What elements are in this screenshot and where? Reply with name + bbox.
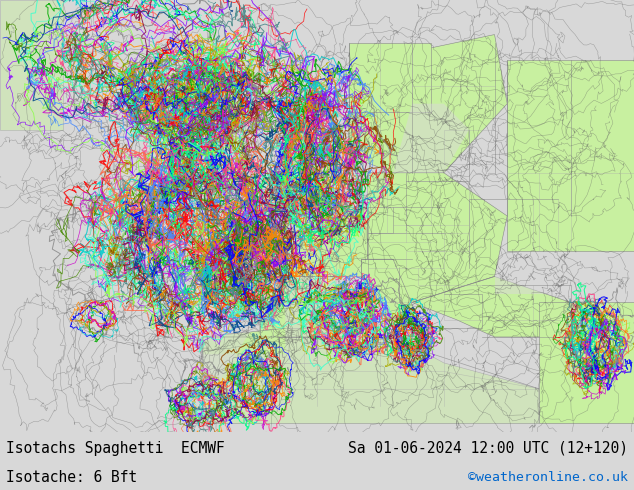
Polygon shape (368, 173, 507, 302)
Polygon shape (349, 35, 507, 173)
Polygon shape (0, 0, 317, 432)
Polygon shape (260, 268, 336, 337)
Polygon shape (158, 78, 235, 104)
Polygon shape (279, 129, 317, 164)
Polygon shape (507, 60, 634, 250)
Polygon shape (254, 147, 330, 216)
Text: ©weatheronline.co.uk: ©weatheronline.co.uk (468, 471, 628, 484)
Polygon shape (393, 104, 469, 173)
Polygon shape (539, 302, 634, 423)
Polygon shape (203, 276, 539, 423)
Polygon shape (279, 337, 317, 363)
Text: Isotache: 6 Bft: Isotache: 6 Bft (6, 470, 138, 485)
Text: Sa 01-06-2024 12:00 UTC (12+120): Sa 01-06-2024 12:00 UTC (12+120) (347, 441, 628, 456)
Polygon shape (349, 43, 431, 112)
Polygon shape (361, 259, 418, 328)
Polygon shape (304, 155, 368, 207)
Polygon shape (628, 259, 634, 302)
Polygon shape (495, 276, 571, 294)
Polygon shape (285, 207, 368, 276)
Polygon shape (203, 328, 539, 423)
Polygon shape (412, 276, 571, 337)
Polygon shape (0, 0, 63, 129)
Text: Isotachs Spaghetti  ECMWF: Isotachs Spaghetti ECMWF (6, 441, 225, 456)
